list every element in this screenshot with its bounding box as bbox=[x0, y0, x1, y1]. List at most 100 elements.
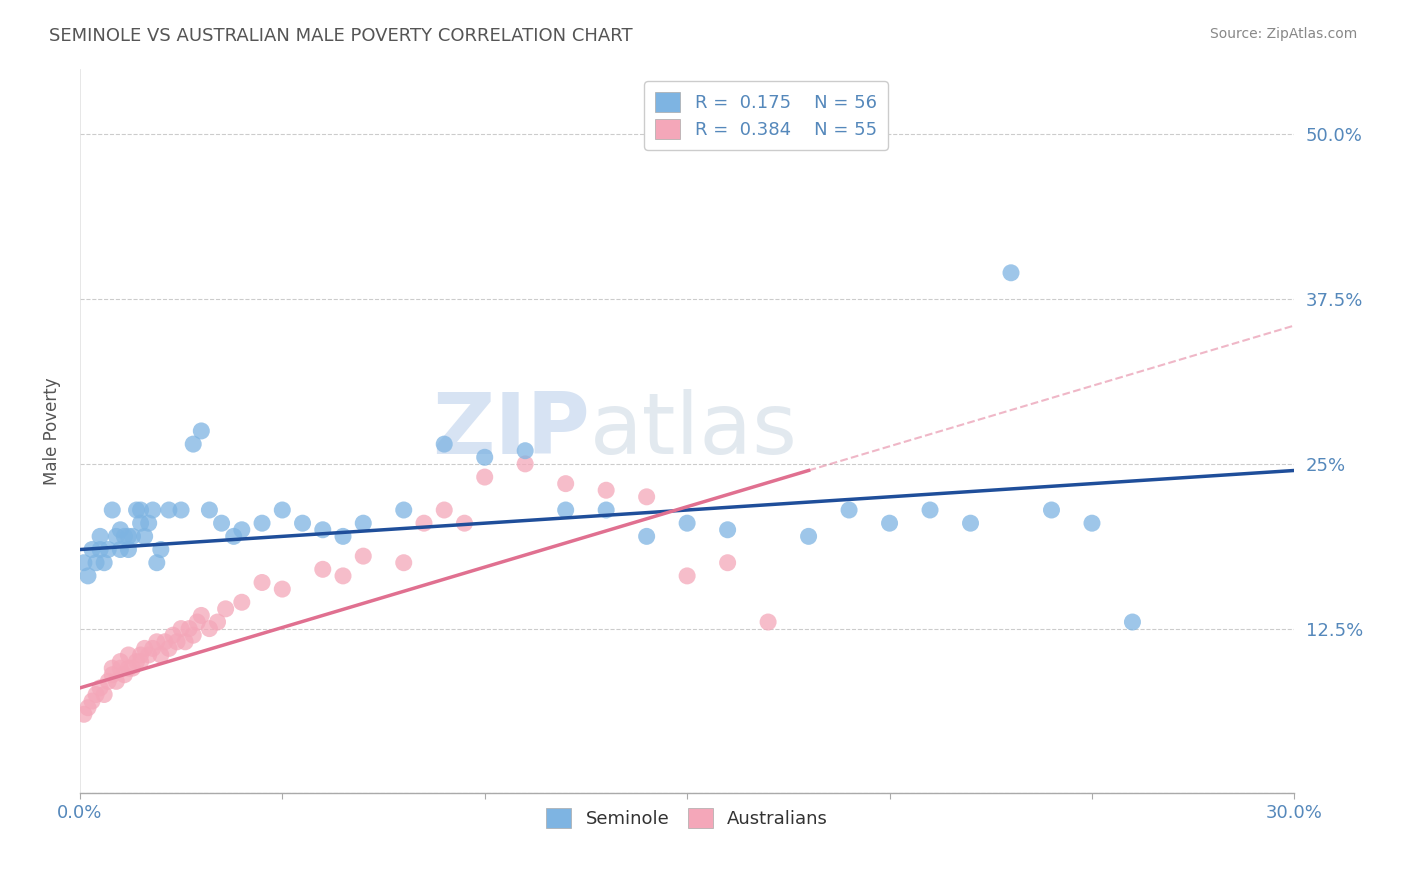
Point bbox=[134, 641, 156, 656]
Point bbox=[97, 674, 120, 689]
Point bbox=[153, 634, 176, 648]
Point bbox=[117, 529, 139, 543]
Point bbox=[918, 503, 941, 517]
Point bbox=[101, 503, 124, 517]
Point bbox=[110, 661, 132, 675]
Point bbox=[312, 562, 335, 576]
Point bbox=[1040, 503, 1063, 517]
Point bbox=[129, 516, 152, 531]
Point bbox=[312, 523, 335, 537]
Point bbox=[89, 529, 111, 543]
Point bbox=[80, 694, 103, 708]
Point bbox=[595, 503, 617, 517]
Point bbox=[142, 503, 165, 517]
Point bbox=[149, 542, 172, 557]
Point bbox=[676, 569, 699, 583]
Point bbox=[595, 483, 617, 498]
Point bbox=[636, 490, 658, 504]
Point bbox=[392, 503, 415, 517]
Point bbox=[392, 556, 415, 570]
Point bbox=[717, 523, 740, 537]
Point bbox=[93, 688, 115, 702]
Y-axis label: Male Poverty: Male Poverty bbox=[44, 377, 60, 484]
Point bbox=[93, 556, 115, 570]
Point bbox=[515, 443, 537, 458]
Point bbox=[554, 476, 576, 491]
Legend: Seminole, Australians: Seminole, Australians bbox=[538, 801, 835, 835]
Point bbox=[166, 634, 188, 648]
Text: Source: ZipAtlas.com: Source: ZipAtlas.com bbox=[1209, 27, 1357, 41]
Point bbox=[129, 655, 152, 669]
Point bbox=[73, 556, 96, 570]
Point bbox=[146, 556, 169, 570]
Point bbox=[101, 661, 124, 675]
Point bbox=[105, 529, 128, 543]
Point bbox=[117, 661, 139, 675]
Point bbox=[271, 503, 294, 517]
Point bbox=[121, 529, 143, 543]
Point bbox=[170, 503, 193, 517]
Point bbox=[190, 424, 212, 438]
Point bbox=[134, 529, 156, 543]
Point bbox=[198, 622, 221, 636]
Point bbox=[129, 648, 152, 662]
Point bbox=[433, 503, 456, 517]
Point bbox=[222, 529, 245, 543]
Point bbox=[112, 667, 135, 681]
Point bbox=[149, 648, 172, 662]
Point bbox=[142, 641, 165, 656]
Point bbox=[73, 707, 96, 722]
Point bbox=[474, 470, 496, 484]
Point bbox=[110, 523, 132, 537]
Point bbox=[146, 634, 169, 648]
Point bbox=[97, 542, 120, 557]
Point bbox=[138, 516, 160, 531]
Point bbox=[179, 622, 201, 636]
Point bbox=[214, 602, 236, 616]
Point bbox=[89, 681, 111, 695]
Point bbox=[129, 503, 152, 517]
Point bbox=[181, 628, 204, 642]
Point bbox=[838, 503, 860, 517]
Point bbox=[117, 542, 139, 557]
Point bbox=[474, 450, 496, 465]
Text: SEMINOLE VS AUSTRALIAN MALE POVERTY CORRELATION CHART: SEMINOLE VS AUSTRALIAN MALE POVERTY CORR… bbox=[49, 27, 633, 45]
Point bbox=[125, 655, 148, 669]
Point bbox=[77, 569, 100, 583]
Point bbox=[125, 503, 148, 517]
Point bbox=[756, 615, 779, 629]
Point bbox=[198, 503, 221, 517]
Point bbox=[797, 529, 820, 543]
Point bbox=[879, 516, 901, 531]
Point bbox=[110, 542, 132, 557]
Point bbox=[80, 542, 103, 557]
Point bbox=[271, 582, 294, 596]
Point bbox=[84, 556, 107, 570]
Point bbox=[332, 529, 354, 543]
Point bbox=[105, 674, 128, 689]
Point bbox=[77, 700, 100, 714]
Point bbox=[121, 661, 143, 675]
Point bbox=[352, 516, 374, 531]
Point bbox=[1081, 516, 1104, 531]
Point bbox=[117, 648, 139, 662]
Point bbox=[433, 437, 456, 451]
Point bbox=[231, 595, 253, 609]
Point bbox=[110, 655, 132, 669]
Point bbox=[231, 523, 253, 537]
Point bbox=[636, 529, 658, 543]
Point bbox=[453, 516, 475, 531]
Point bbox=[1000, 266, 1022, 280]
Point bbox=[413, 516, 436, 531]
Point bbox=[101, 667, 124, 681]
Point bbox=[332, 569, 354, 583]
Point bbox=[181, 437, 204, 451]
Point bbox=[554, 503, 576, 517]
Point bbox=[174, 634, 197, 648]
Point bbox=[138, 648, 160, 662]
Point bbox=[112, 529, 135, 543]
Point bbox=[89, 542, 111, 557]
Point bbox=[959, 516, 981, 531]
Point bbox=[250, 516, 273, 531]
Text: ZIP: ZIP bbox=[432, 390, 591, 473]
